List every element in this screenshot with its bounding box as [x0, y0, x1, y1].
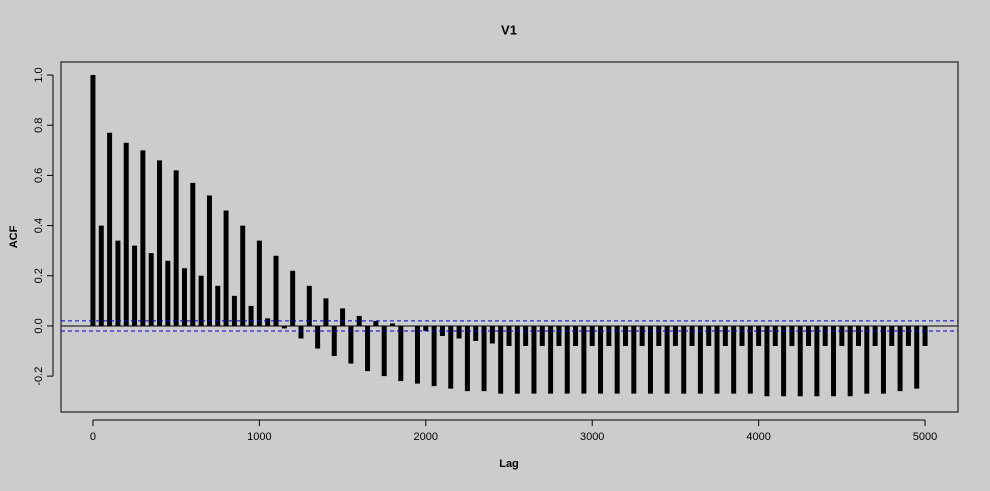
x-tick-label: 0 [90, 431, 96, 443]
x-tick-label: 2000 [414, 431, 438, 443]
x-axis-label: Lag [499, 458, 519, 470]
y-tick-label: 1.0 [33, 67, 45, 82]
y-tick-label: 0.2 [33, 268, 45, 283]
plot-frame [60, 61, 959, 413]
y-tick-label: 0.8 [33, 118, 45, 133]
y-tick-label: 0.4 [33, 218, 45, 233]
y-tick-label: 0.0 [33, 318, 45, 333]
y-axis-label: ACF [8, 225, 20, 248]
y-tick-label: 0.6 [33, 168, 45, 183]
x-tick-label: 5000 [913, 431, 937, 443]
x-tick-label: 4000 [746, 431, 770, 443]
x-tick-label: 3000 [580, 431, 604, 443]
chart-title: V1 [501, 22, 517, 37]
y-tick-label: -0.2 [33, 367, 45, 386]
x-tick-label: 1000 [247, 431, 271, 443]
